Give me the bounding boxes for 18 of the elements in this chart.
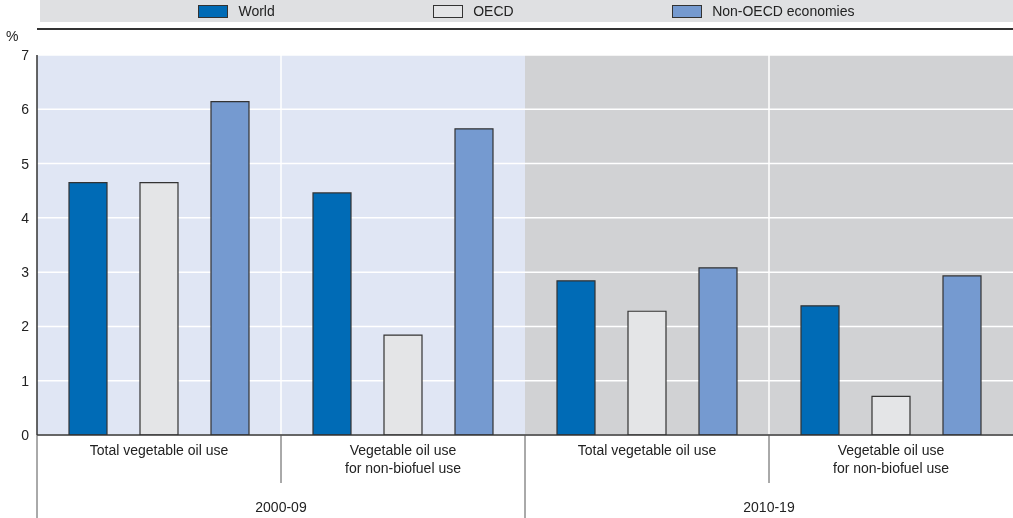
y-tick-label: 5 — [21, 155, 30, 172]
text: 2010-19 — [743, 499, 795, 515]
y-tick-label: 3 — [21, 264, 30, 281]
x-tick-label: Vegetable oil use for non-biofuel use — [833, 442, 950, 476]
y-tick-label: 7 — [21, 46, 30, 63]
y-tick-label: 4 — [21, 209, 30, 226]
y-axis-title: % — [6, 28, 19, 44]
legend-label: OECD — [473, 3, 514, 19]
y-tick-label: 1 — [21, 372, 30, 389]
text: 2000-09 — [255, 499, 307, 515]
y-tick-label: 6 — [21, 101, 30, 118]
legend-label: Non-OECD economies — [712, 3, 855, 19]
x-tick-label: Vegetable oil use for non-biofuel use — [345, 442, 462, 476]
x-tick-label: Total vegetable oil use — [577, 442, 717, 458]
y-tick-label: 0 — [21, 426, 30, 443]
legend-label: World — [238, 3, 275, 19]
x-tick-label: Total vegetable oil use — [89, 442, 229, 458]
y-tick-label: 2 — [21, 318, 30, 335]
